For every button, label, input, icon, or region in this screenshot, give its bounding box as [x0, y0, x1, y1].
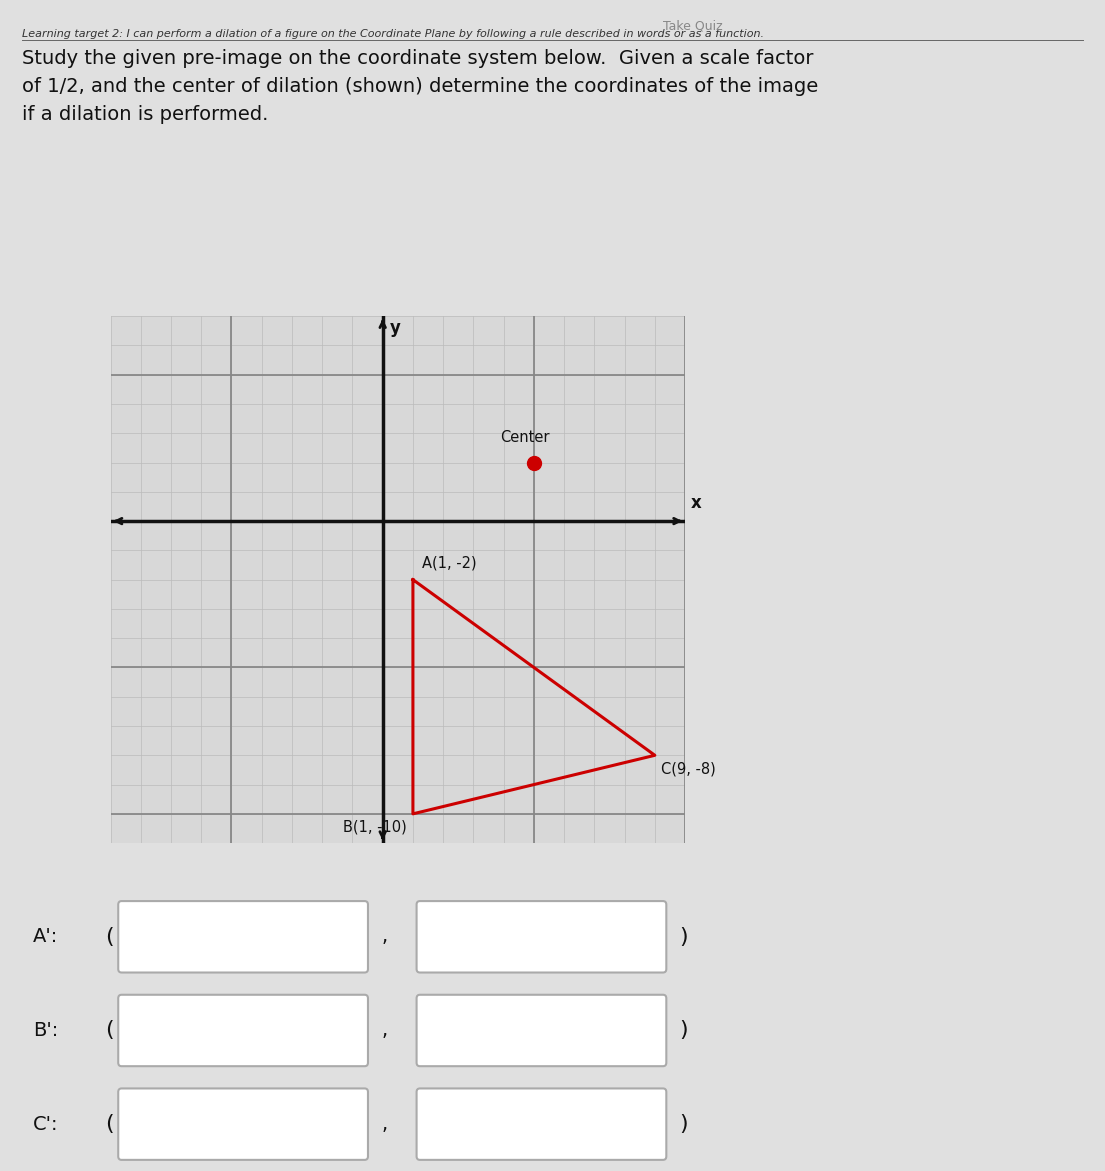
Text: Take Quiz: Take Quiz [663, 20, 723, 33]
Text: C':: C': [33, 1115, 59, 1134]
Text: A(1, -2): A(1, -2) [422, 556, 476, 570]
Text: (: ( [105, 1020, 114, 1041]
Text: ): ) [680, 1020, 688, 1041]
Text: A':: A': [33, 927, 59, 946]
Text: if a dilation is performed.: if a dilation is performed. [22, 105, 269, 124]
Text: C(9, -8): C(9, -8) [661, 761, 716, 776]
Text: (: ( [105, 926, 114, 947]
Text: Study the given pre-image on the coordinate system below.  Given a scale factor: Study the given pre-image on the coordin… [22, 49, 813, 68]
Text: x: x [691, 494, 702, 513]
Text: (: ( [105, 1114, 114, 1135]
Text: of 1/2, and the center of dilation (shown) determine the coordinates of the imag: of 1/2, and the center of dilation (show… [22, 77, 819, 96]
Text: ,: , [381, 927, 388, 946]
Text: ): ) [680, 1114, 688, 1135]
Text: Learning target 2: I can perform a dilation of a figure on the Coordinate Plane : Learning target 2: I can perform a dilat… [22, 29, 764, 40]
Text: ,: , [381, 1021, 388, 1040]
Text: Center: Center [501, 430, 549, 445]
Text: ): ) [680, 926, 688, 947]
Text: B(1, -10): B(1, -10) [344, 820, 407, 835]
Text: B':: B': [33, 1021, 59, 1040]
Text: y: y [390, 320, 401, 337]
Text: ,: , [381, 1115, 388, 1134]
